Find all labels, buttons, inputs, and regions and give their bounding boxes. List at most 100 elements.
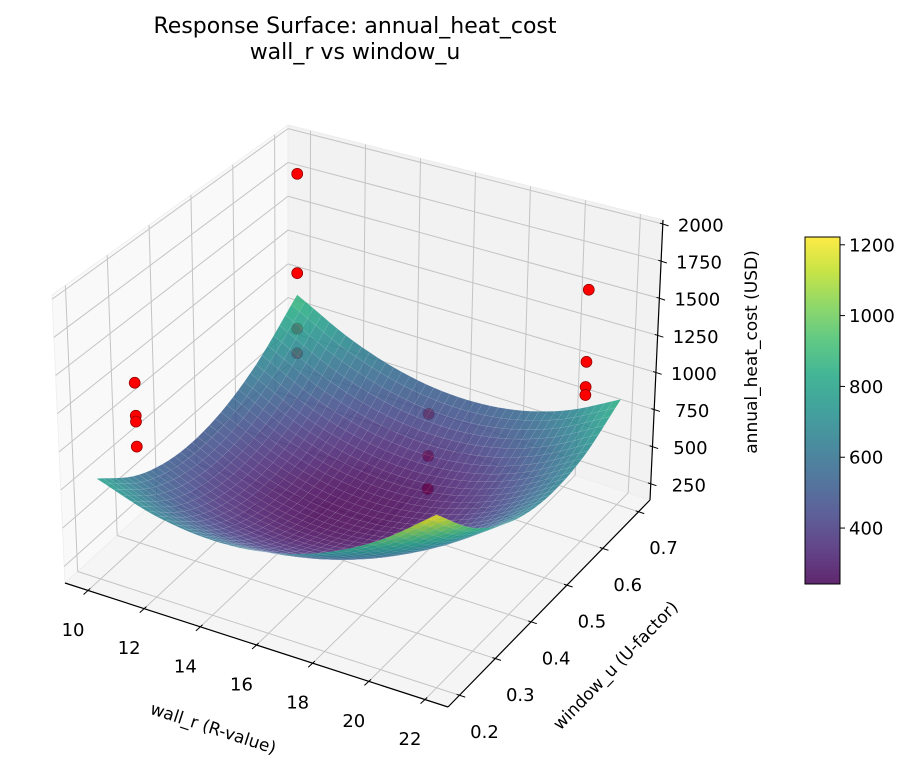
left-gridline-y [64,285,79,572]
left-gridline-z [57,229,289,415]
back-gridline-x [415,158,422,423]
x-tick-label: 10 [62,620,85,641]
left-gridline-y [148,225,158,500]
axes: 10 12 14 16 18 20 22 0.2 0.3 0.4 0.5 0.6 0.7 250 500 75… [62,216,724,751]
back-gridline-z [287,161,662,262]
surface-facet [476,527,491,532]
z-tick [654,333,664,338]
y-tick [635,510,645,515]
surface-facet [427,514,443,522]
scatter-point [291,267,304,279]
surface-facet [590,425,605,437]
scatter-point [130,440,143,453]
surface-facet [503,518,518,525]
y-tick [528,620,537,625]
back-gridline-x [468,172,476,441]
colorbar-gradient [805,237,840,584]
x-tick-label: 22 [399,729,422,750]
y-tick-label: 0.6 [613,575,642,596]
x-tick-label: 16 [230,675,253,696]
left-gridline-z [55,195,289,376]
colorbar-tick-label: 1200 [849,235,895,256]
z-tick-label: 250 [672,475,706,496]
z-tick-label: 1500 [674,290,720,311]
floor-gridline-y [117,535,496,660]
x-tick [83,588,91,595]
y-tick-label: 0.3 [506,685,535,706]
scatter-point [291,167,304,180]
back-gridline-z [287,263,657,373]
left-gridline-z [60,297,289,491]
x-tick-label: 14 [174,656,197,677]
x-tick [364,678,372,686]
z-tick [656,296,666,301]
x-tick [139,606,147,614]
z-axis-line [649,219,664,501]
z-tick [649,445,659,450]
y-tick-label: 0.7 [649,538,678,559]
surface-facet [530,499,545,508]
y-tick-label: 0.5 [578,612,607,633]
y-tick-label: 0.4 [542,648,571,669]
z-axis-label: annual_heat_cost (USD) [742,250,762,453]
floor-gridline-y [77,571,460,696]
back-gridline-z [287,195,660,299]
x-tick-label: 12 [118,638,141,659]
chart-subtitle: wall_r vs window_u [250,40,461,65]
surface-facet [459,526,476,532]
z-tick-label: 1750 [676,253,722,274]
y-tick [456,693,466,698]
back-gridline-x [627,214,641,493]
colorbar-tick-label: 400 [849,519,883,540]
left-gridline-y [190,194,197,464]
x-tick [195,624,203,632]
z-tick-label: 1000 [671,364,717,385]
z-tick [652,371,662,375]
scatter-point [128,376,141,389]
x-tick-label: 18 [286,693,309,714]
z-tick-label: 1250 [673,327,719,348]
y-axis-line [447,499,651,708]
x-tick-label: 20 [342,711,365,732]
x-tick [251,642,260,650]
left-gridline-z [58,263,289,453]
x-tick [420,697,428,704]
colorbar-tick-label: 600 [849,448,883,469]
left-gridline-z [51,128,289,300]
left-gridline-z [53,162,289,338]
colorbar: 400 600 800 1000 1200 [804,235,895,585]
scatter-point [580,355,593,368]
colorbar-tick-label: 800 [849,377,883,398]
colorbar-tick-label: 1000 [849,306,895,327]
surface-facet [466,527,481,532]
scatter-point [130,415,142,428]
left-gridline-y [232,164,237,428]
chart-title: Response Surface: annual_heat_cost [153,14,556,39]
floor-gridline-x [424,492,629,700]
z-tick-label: 750 [675,401,709,422]
surface-facet [584,434,600,446]
response-surface [95,294,622,561]
left-gridline-z [62,331,289,529]
z-tick-label: 500 [673,438,707,459]
scatter-point [582,283,595,296]
floor-gridline-x [368,474,576,682]
x-tick [307,660,316,668]
z-tick [647,482,657,487]
colorbar-outline [804,236,841,585]
y-tick [492,657,502,661]
back-gridline-z [287,297,655,411]
y-tick [563,583,573,588]
y-tick-label: 0.2 [470,722,499,743]
z-tick-label: 2000 [678,216,724,237]
surface-facet [449,523,465,530]
z-tick [659,222,669,227]
y-tick [599,547,609,551]
back-gridline-z [287,229,658,336]
scatter-point [579,389,592,401]
z-tick [651,408,661,412]
surface-facet [551,478,567,488]
z-tick [658,259,667,264]
back-gridline-z [287,128,663,225]
